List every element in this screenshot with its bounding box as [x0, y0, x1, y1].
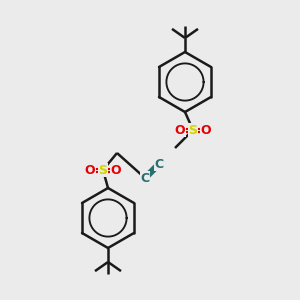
Text: C: C: [154, 158, 164, 170]
Text: S: S: [98, 164, 107, 176]
Text: S: S: [188, 124, 197, 136]
Text: O: O: [201, 124, 211, 136]
Text: O: O: [111, 164, 121, 176]
Text: O: O: [85, 164, 95, 176]
Text: C: C: [140, 172, 150, 184]
Text: O: O: [175, 124, 185, 136]
